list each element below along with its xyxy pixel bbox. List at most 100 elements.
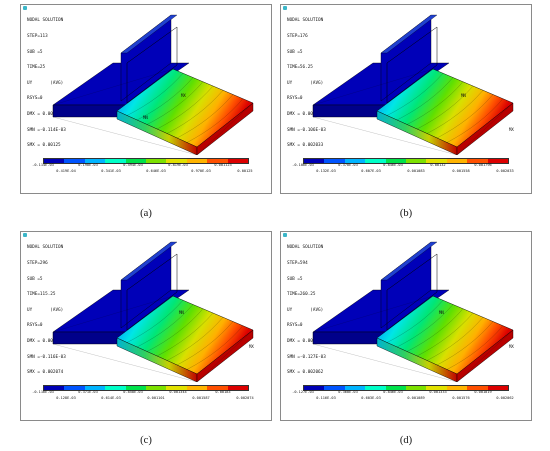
- legend-swatch: [186, 386, 208, 390]
- caption-c: (c): [140, 435, 152, 446]
- substrate-front: [116, 337, 198, 382]
- legend-bottom-ticks: 0.419E-04 0.341E-03 0.646E-03 0.970E-03 …: [35, 169, 257, 175]
- wall-outline: [386, 26, 438, 104]
- legend-tick: 0.001089: [407, 396, 425, 400]
- info-line: STEP=176: [287, 34, 308, 39]
- legend-swatch: [166, 386, 187, 390]
- contour-line: [396, 77, 454, 121]
- color-legend-bar: [43, 385, 249, 391]
- legend-tick: 0.190E-03: [78, 163, 98, 167]
- legend-tick: 0.002033: [496, 169, 514, 173]
- legend-tick: 0.001333: [429, 390, 447, 394]
- contour-line: [156, 312, 214, 357]
- panel-d: NODAL SOLUTION STEP=594 SUB =5 TIME=260.…: [280, 231, 532, 421]
- legend-swatch: [467, 159, 488, 163]
- wall-outline: [126, 26, 178, 104]
- contour-line: [136, 304, 194, 348]
- legend-tick: 0.001101: [147, 396, 165, 400]
- legend-swatch: [426, 386, 447, 390]
- contour-line: [396, 304, 454, 348]
- caption-d: (d): [399, 435, 413, 446]
- contour-line: [166, 317, 224, 361]
- contour-line: [406, 81, 464, 125]
- mx-label: MX: [509, 344, 514, 349]
- plate-edge: [120, 14, 178, 54]
- info-line: UY (AVG): [27, 80, 64, 86]
- legend-tick: 0.001576: [452, 396, 470, 400]
- contour-line: [186, 325, 244, 370]
- info-line: SMN =-0.116E-03: [27, 354, 66, 360]
- legend-swatch: [487, 159, 509, 163]
- legend-swatch: [105, 159, 126, 163]
- legend-swatch: [44, 159, 65, 163]
- color-legend-bar: [303, 385, 509, 391]
- info-line: SMN =-0.114E-03: [27, 127, 66, 133]
- info-line: STEP=594: [287, 261, 308, 266]
- legend-swatch: [125, 159, 147, 163]
- legend-top-ticks: -0.116E-03 0.371E-03 0.858E-03 0.001344 …: [32, 390, 257, 396]
- info-line: NODAL SOLUTION: [27, 245, 64, 251]
- info-line: STEP=113: [27, 34, 48, 39]
- color-legend-bar: [303, 158, 509, 164]
- legend-swatch: [324, 159, 345, 163]
- legend-tick: 0.419E-04: [56, 169, 76, 173]
- info-line: SUB =5: [27, 276, 43, 282]
- panel-b: NODAL SOLUTION STEP=176 SUB =5 TIME=56.2…: [280, 4, 532, 194]
- ansys-logo-icon: [283, 233, 287, 237]
- panel-a: NODAL SOLUTION STEP=113 SUB =5 TIME=25 U…: [20, 4, 272, 194]
- legend-swatch: [304, 159, 325, 163]
- mesh-outline: [312, 295, 514, 382]
- legend-swatch: [344, 159, 366, 163]
- legend-tick: 0.002062: [496, 396, 514, 400]
- legend-swatch: [365, 386, 386, 390]
- legend-swatch: [385, 159, 407, 163]
- legend-swatch: [227, 159, 249, 163]
- info-line: TIME=260.25: [287, 292, 316, 298]
- legend-tick: 0.494E-03: [123, 163, 143, 167]
- info-line: SUB =5: [287, 276, 303, 282]
- contour-line: [436, 321, 494, 366]
- info-line: UY (AVG): [287, 80, 324, 86]
- legend-swatch: [426, 159, 447, 163]
- contour-line: [146, 308, 204, 352]
- substrate-side: [456, 102, 514, 155]
- legend-swatch: [365, 159, 386, 163]
- legend-tick: 0.858E-03: [123, 390, 143, 394]
- ansys-logo-icon: [283, 6, 287, 10]
- legend-top-ticks: -0.114E-03 0.190E-03 0.494E-03 0.819E-03…: [32, 163, 257, 169]
- legend-tick: 0.001587: [192, 396, 210, 400]
- info-line: UY (AVG): [27, 307, 64, 313]
- legend-tick: 0.846E-03: [383, 163, 403, 167]
- legend-top-ticks: -0.127E-03 0.360E-03 0.846E-03 0.001333 …: [292, 390, 517, 396]
- legend-bottom-ticks: 0.116E-03 0.603E-03 0.001089 0.001576 0.…: [295, 396, 517, 402]
- mx-label: MX: [249, 344, 254, 349]
- info-line: SUB =5: [27, 49, 43, 55]
- contour-line: [386, 300, 444, 343]
- substrate-front: [376, 337, 458, 382]
- mesh-outline: [52, 68, 254, 155]
- legend-tick: 0.116E-03: [316, 396, 336, 400]
- ansys-logo-icon: [23, 233, 27, 237]
- legend-tick: 0.001819: [474, 390, 492, 394]
- wall-outline: [386, 253, 438, 331]
- info-line: RSYS=0: [287, 323, 303, 329]
- legend-tick: 0.001083: [407, 169, 425, 173]
- legend-swatch: [446, 386, 468, 390]
- mn-label: MN: [439, 310, 444, 315]
- substrate-front: [116, 110, 198, 155]
- legend-swatch: [324, 386, 345, 390]
- info-line: NODAL SOLUTION: [27, 18, 64, 24]
- info-line: STEP=296: [27, 261, 48, 266]
- contour-model: [312, 241, 514, 382]
- substrate-side: [196, 329, 254, 382]
- info-line: SMN =-0.106E-03: [287, 127, 326, 133]
- mesh-outline: [52, 295, 254, 382]
- legend-swatch: [406, 386, 427, 390]
- legend-tick: 0.646E-03: [146, 169, 166, 173]
- caption-b: (b): [399, 208, 413, 219]
- legend-swatch: [446, 159, 468, 163]
- legend-swatch: [186, 159, 208, 163]
- plate-edge: [120, 241, 178, 281]
- legend-swatch: [105, 386, 126, 390]
- info-line: TIME=25: [27, 65, 46, 71]
